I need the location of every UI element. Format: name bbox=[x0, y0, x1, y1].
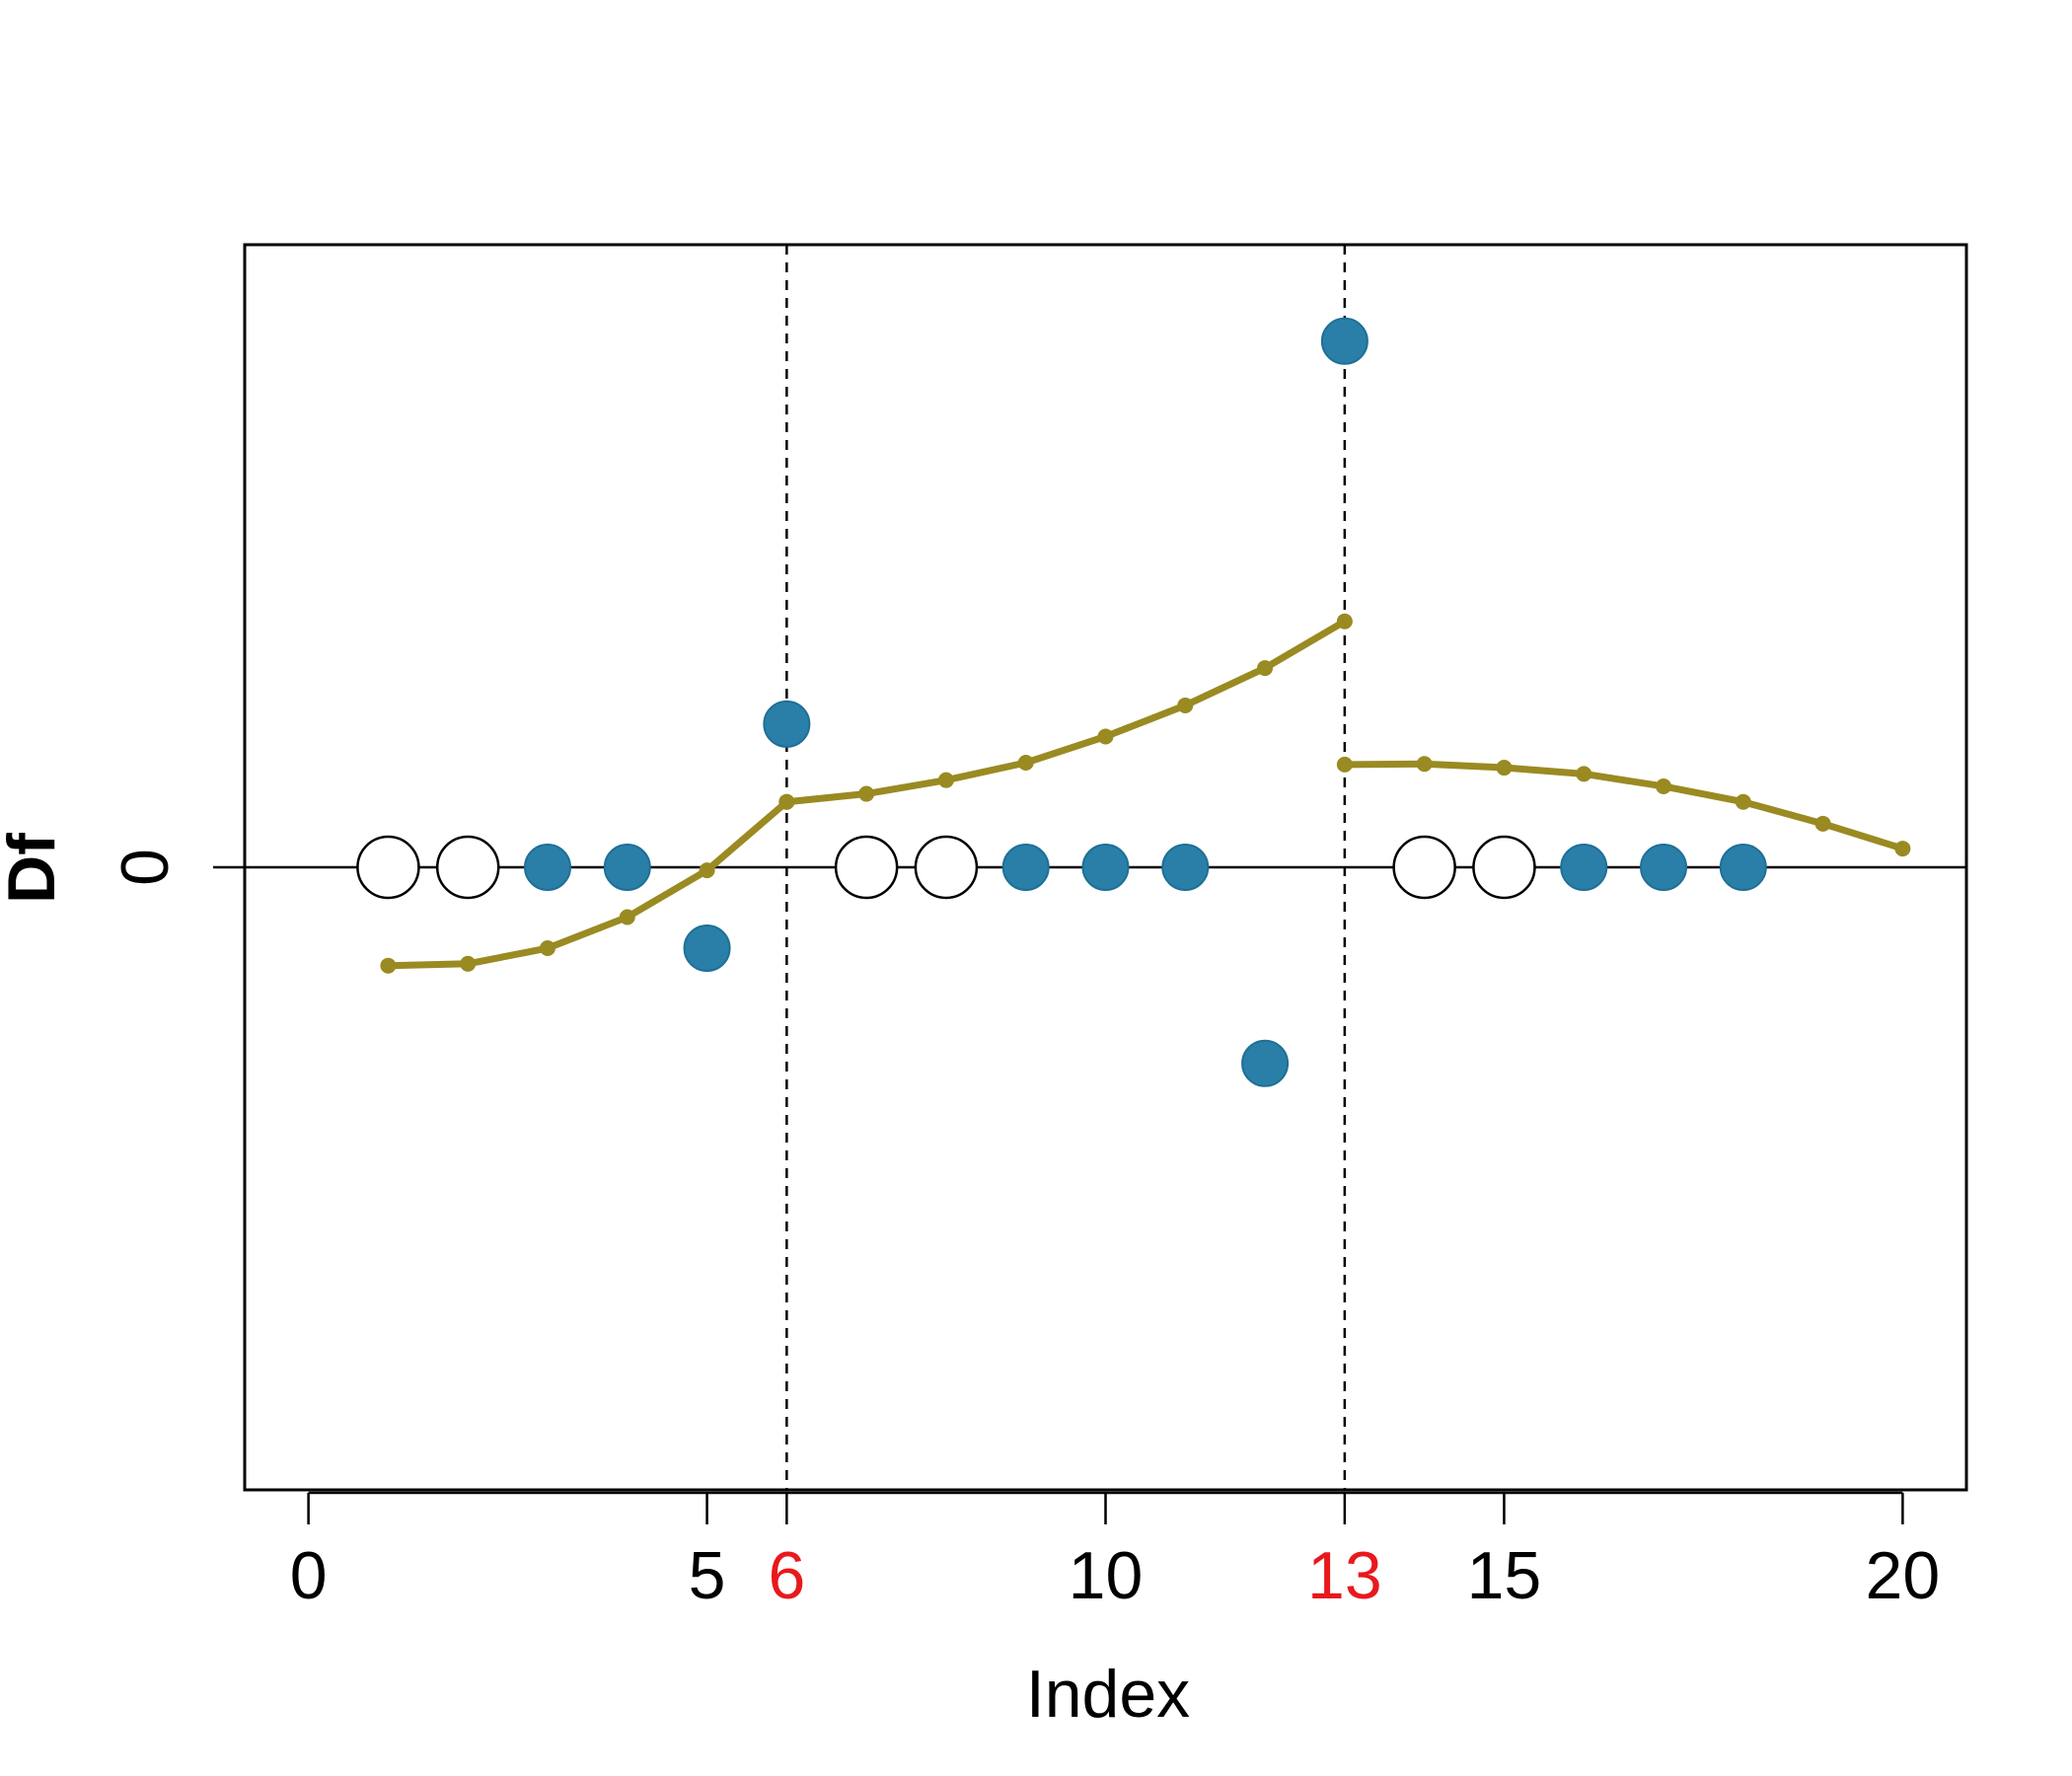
x-axis-title: Index bbox=[1026, 1657, 1190, 1732]
fitted-line-vertex bbox=[380, 957, 397, 974]
fitted-line-vertex bbox=[1894, 841, 1911, 857]
x-tick-label: 5 bbox=[689, 1538, 726, 1613]
filled-data-point bbox=[1241, 1039, 1290, 1087]
fitted-line-segment bbox=[1341, 760, 1906, 852]
fitted-line-vertex bbox=[937, 772, 954, 788]
filled-data-point bbox=[523, 844, 571, 891]
fitted-line-vertex bbox=[1814, 815, 1831, 832]
fitted-line-vertex bbox=[1097, 728, 1114, 745]
open-data-point bbox=[356, 835, 420, 900]
filled-data-point bbox=[683, 925, 731, 973]
filled-data-point bbox=[1640, 844, 1688, 891]
fitted-line-vertex bbox=[460, 955, 477, 972]
filled-data-point bbox=[603, 844, 651, 891]
open-data-point bbox=[1392, 835, 1456, 900]
x-tick-label: 6 bbox=[768, 1538, 805, 1613]
fitted-line-vertex bbox=[1177, 697, 1194, 713]
y-axis: 0 bbox=[108, 849, 183, 886]
filled-data-point bbox=[1081, 844, 1130, 891]
filled-data-point bbox=[1719, 844, 1767, 891]
fitted-line-vertex bbox=[1416, 756, 1433, 773]
filled-data-point bbox=[763, 700, 811, 748]
open-data-point bbox=[914, 835, 979, 900]
filled-data-point bbox=[1001, 844, 1050, 891]
fitted-line-vertex bbox=[1656, 777, 1672, 794]
fitted-line-segment bbox=[782, 618, 1349, 806]
fitted-line-vertex bbox=[1336, 613, 1353, 629]
y-tick-label: 0 bbox=[108, 849, 183, 886]
fitted-line-vertex bbox=[1735, 793, 1751, 810]
x-axis: 0 5 6 10 13 15 20 bbox=[290, 1491, 1941, 1613]
y-axis-title: Df bbox=[0, 833, 69, 904]
fitted-line-vertex bbox=[1257, 660, 1274, 677]
fitted-line-vertex bbox=[619, 909, 635, 925]
plot-layer bbox=[213, 245, 1966, 1490]
fitted-line-vertex bbox=[1496, 760, 1513, 777]
x-tick-label: 10 bbox=[1069, 1538, 1144, 1613]
fitted-line-vertex bbox=[1336, 756, 1353, 773]
x-tick-label: 13 bbox=[1307, 1538, 1382, 1613]
fitted-line-vertex bbox=[778, 793, 795, 810]
filled-data-point bbox=[1560, 844, 1608, 891]
plot-frame bbox=[243, 243, 1968, 1492]
fitted-line-vertex bbox=[1576, 766, 1592, 782]
x-tick-label: 0 bbox=[290, 1538, 328, 1613]
x-tick-label: 15 bbox=[1467, 1538, 1542, 1613]
filled-data-point bbox=[1320, 317, 1369, 365]
fitted-line-vertex bbox=[858, 785, 875, 802]
fitted-line-segment bbox=[384, 798, 790, 970]
open-data-point bbox=[435, 835, 500, 900]
filled-data-point bbox=[1161, 844, 1210, 891]
open-data-point bbox=[1472, 835, 1536, 900]
fitted-line-vertex bbox=[1017, 754, 1034, 771]
fitted-line-vertex bbox=[699, 862, 715, 879]
fitted-line-vertex bbox=[539, 940, 555, 957]
x-tick-label: 20 bbox=[1866, 1538, 1941, 1613]
open-data-point bbox=[834, 835, 899, 900]
